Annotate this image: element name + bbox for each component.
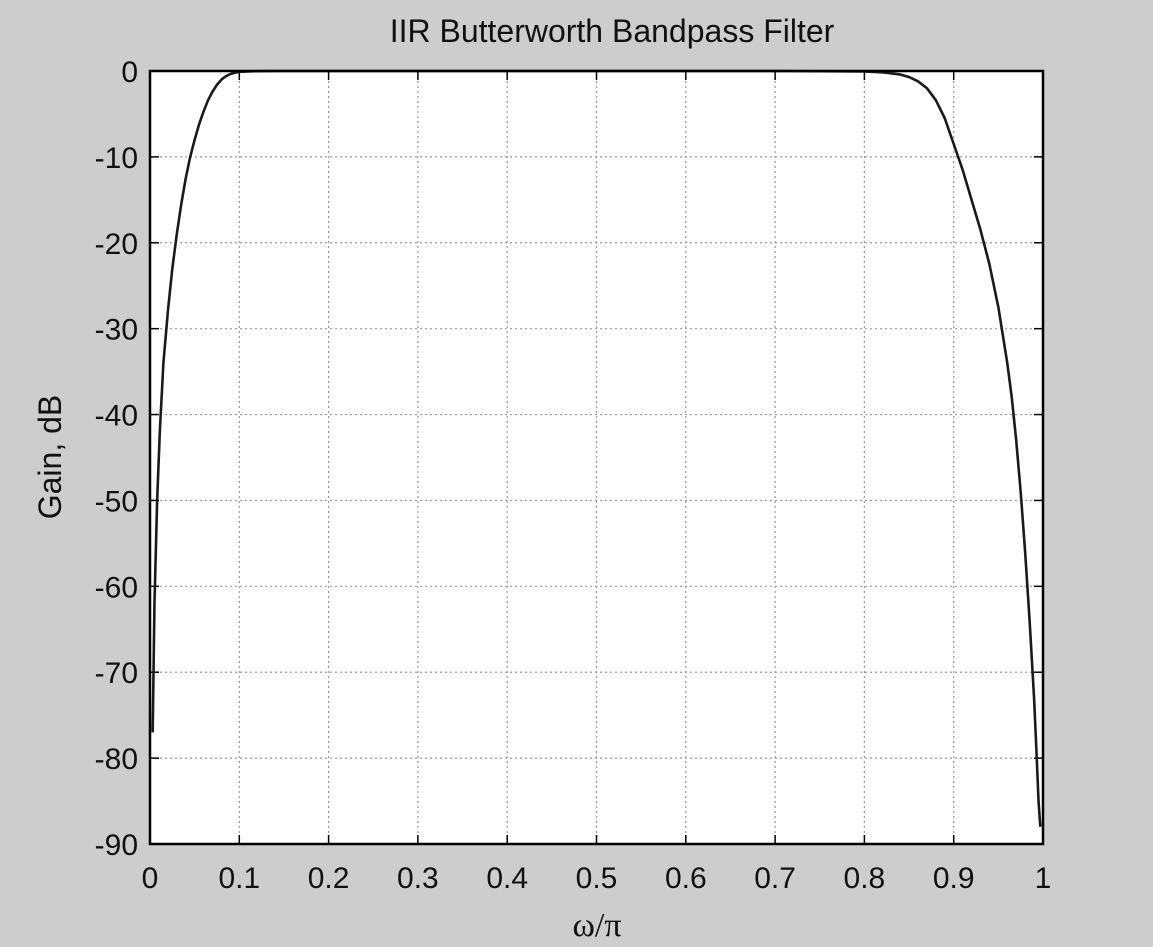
x-tick-label: 0.8 (844, 862, 886, 895)
x-tick-label: 0.2 (308, 862, 350, 895)
x-tick-label: 0.1 (218, 862, 260, 895)
x-tick-label: 0 (142, 862, 159, 895)
y-tick-label: -10 (95, 142, 138, 175)
y-tick-label: -90 (95, 829, 138, 862)
x-tick-label: 0.3 (397, 862, 439, 895)
x-tick-label: 1 (1035, 862, 1052, 895)
plot-frame (148, 69, 1045, 846)
y-tick-label: -40 (95, 400, 138, 433)
y-tick-label: -20 (95, 228, 138, 261)
y-axis-label: Gain, dB (32, 395, 68, 520)
x-tick-labels: 0 0.1 0.2 0.3 0.4 0.5 0.6 0.7 0.8 0.9 1 (142, 862, 1052, 895)
chart-title: IIR Butterworth Bandpass Filter (390, 13, 835, 49)
y-tick-label: -30 (95, 314, 138, 347)
y-tick-label: -60 (95, 571, 138, 604)
y-tick-label: -70 (95, 657, 138, 690)
x-tick-label: 0.4 (486, 862, 528, 895)
x-axis-label: ω/π (573, 907, 622, 944)
plot-area (148, 69, 1045, 846)
x-tick-label: 0.5 (576, 862, 618, 895)
y-tick-label: -80 (95, 743, 138, 776)
grid (150, 71, 1043, 844)
x-tick-label: 0.6 (665, 862, 707, 895)
x-tick-label: 0.9 (933, 862, 975, 895)
y-tick-labels: 0 -10 -20 -30 -40 -50 -60 -70 -80 -90 (95, 56, 138, 862)
y-tick-label: 0 (121, 56, 138, 89)
x-tick-label: 0.7 (754, 862, 796, 895)
y-tick-label: -50 (95, 485, 138, 518)
